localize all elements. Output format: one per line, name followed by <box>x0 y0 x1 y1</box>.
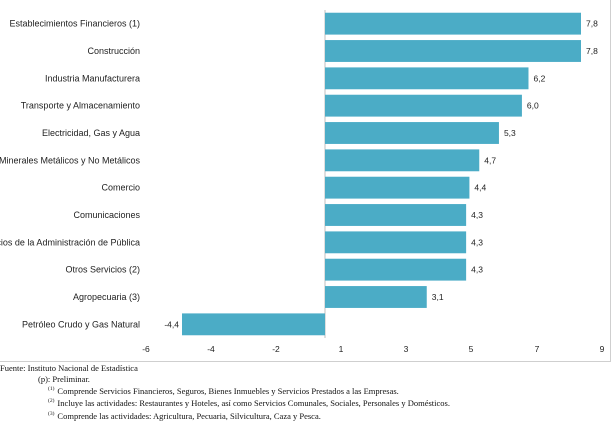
x-tick-label: 9 <box>600 344 605 354</box>
category-label: Comunicaciones <box>73 210 140 220</box>
x-tick-label: -2 <box>272 344 280 354</box>
category-label: Servicios de la Administración de Públic… <box>0 237 140 247</box>
chart-notes: Fuente: Instituto Nacional de Estadístic… <box>0 363 450 421</box>
x-tick-label: 1 <box>339 344 344 354</box>
category-label: Construcción <box>87 46 140 56</box>
footnote-3: (3) Comprende las actividades: Agricultur… <box>0 409 450 421</box>
value-label: 7,8 <box>586 19 598 29</box>
source-note: Fuente: Instituto Nacional de Estadístic… <box>0 363 138 373</box>
bar <box>182 313 325 336</box>
category-label: Industria Manufacturera <box>45 73 140 83</box>
footnote-2-mark: (2) <box>48 398 55 405</box>
x-tick-label: 7 <box>535 344 540 354</box>
category-label: Otros Servicios (2) <box>65 265 140 275</box>
category-label: Petróleo Crudo y Gas Natural <box>22 319 140 329</box>
preliminary-note: (p): Preliminar. <box>38 373 90 384</box>
footnote-1: (1) Comprende Servicios Financieros, Segu… <box>0 384 450 396</box>
footnote-3-text: Comprende las actividades: Agricultura, … <box>57 410 321 421</box>
bar <box>325 94 522 117</box>
bar <box>325 231 467 254</box>
category-label: Comercio <box>101 183 140 193</box>
category-label: Minerales Metálicos y No Metálicos <box>0 155 141 165</box>
bar <box>325 149 480 172</box>
x-tick-label: -6 <box>142 344 150 354</box>
footnote-3-mark: (3) <box>48 410 55 417</box>
footnote-1-mark: (1) <box>48 386 55 392</box>
bar <box>325 258 467 281</box>
category-label: Establecimientos Financieros (1) <box>9 19 140 29</box>
value-label: 4,3 <box>471 265 483 275</box>
category-label: Electricidad, Gas y Agua <box>42 128 140 138</box>
bar <box>325 12 581 35</box>
category-label: Transporte y Almacenamiento <box>21 101 140 111</box>
bar <box>325 286 427 308</box>
x-tick-label: 3 <box>404 344 409 354</box>
x-tick-label: -4 <box>207 344 215 354</box>
value-label: 7,8 <box>586 46 598 56</box>
value-label: 4,4 <box>474 183 486 193</box>
footnote-1-text: Comprende Servicios Financieros, Seguros… <box>57 385 399 396</box>
category-label: Agropecuaria (3) <box>73 292 140 302</box>
bar <box>325 176 470 199</box>
value-label: 3,1 <box>432 292 444 302</box>
bar <box>325 122 499 144</box>
value-label: -4,4 <box>164 319 179 329</box>
value-label: 5,3 <box>504 128 516 138</box>
value-label: 4,3 <box>471 237 483 247</box>
footnote-2-text: Incluye las actividades: Restaurantes y … <box>57 398 450 409</box>
value-label: 4,3 <box>471 210 483 220</box>
value-label: 6,2 <box>533 73 545 83</box>
bar <box>325 67 529 90</box>
bar <box>325 204 467 226</box>
bar-chart: Establecimientos Financieros (1) 7,8 Const… <box>0 10 605 354</box>
x-tick-label: 5 <box>469 344 474 354</box>
chart-frame: Establecimientos Financieros (1) 7,8 Const… <box>0 0 611 362</box>
bar <box>325 40 581 62</box>
footnote-2: (2) Incluye las actividades: Restaurantes… <box>0 396 450 408</box>
value-label: 4,7 <box>484 155 496 165</box>
value-label: 6,0 <box>527 101 539 111</box>
